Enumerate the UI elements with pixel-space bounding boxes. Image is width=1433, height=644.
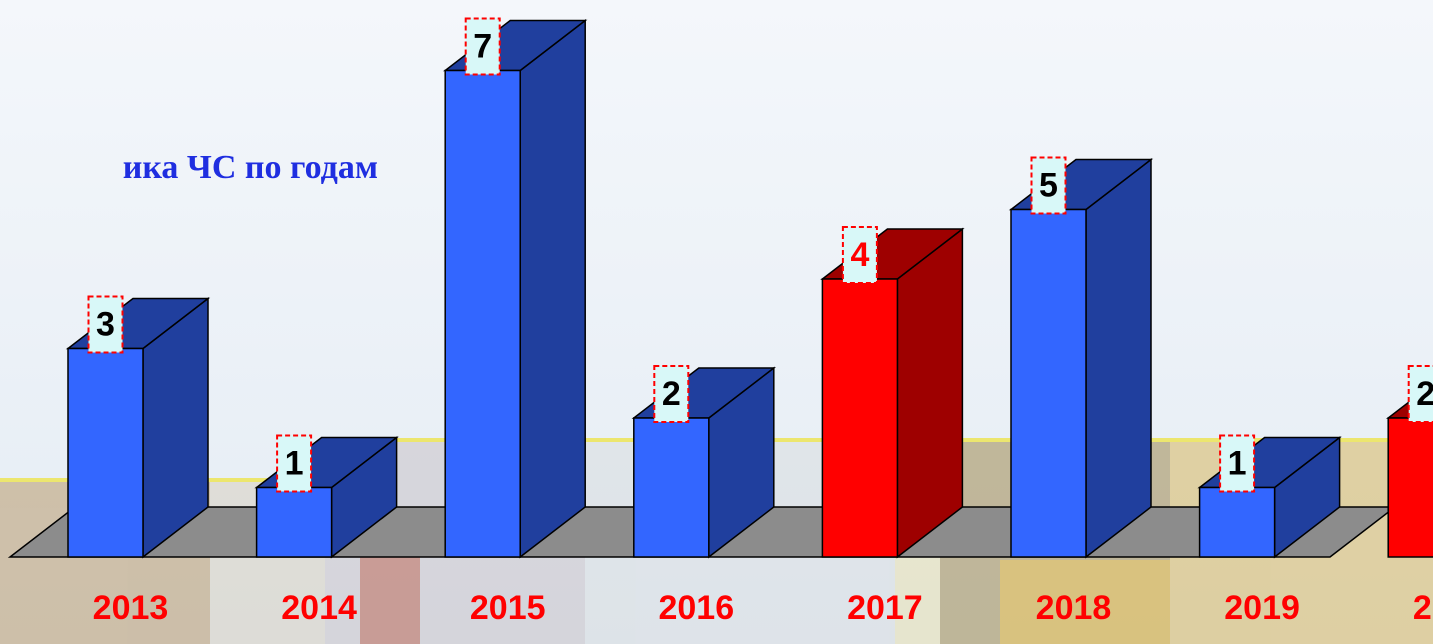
bar	[1200, 488, 1275, 558]
x-tick-label: 2015	[470, 589, 546, 627]
value-label: 7	[473, 27, 492, 65]
x-tick-label: 2019	[1224, 589, 1300, 627]
value-label: 1	[285, 444, 304, 482]
bar	[822, 279, 897, 557]
x-tick-label: 2020	[1413, 589, 1433, 627]
value-label: 4	[850, 236, 869, 274]
x-tick-label: 2017	[847, 589, 923, 627]
x-tick-label: 2016	[658, 589, 734, 627]
value-label: 2	[1416, 375, 1433, 413]
chart: ика ЧС по годам 3 2013 1 2014 7 2015 2 2016 4 201…	[0, 0, 1433, 644]
bar-side	[1086, 160, 1151, 558]
bar-side	[520, 21, 585, 558]
x-tick-label: 2014	[281, 589, 357, 627]
chart-title: ика ЧС по годам	[123, 149, 378, 186]
value-label: 3	[96, 305, 115, 343]
bar	[1388, 418, 1433, 557]
x-tick-label: 2013	[93, 589, 169, 627]
x-tick-label: 2018	[1036, 589, 1112, 627]
bar	[634, 418, 709, 557]
bar	[1011, 210, 1086, 558]
bar	[445, 71, 520, 558]
value-label: 5	[1039, 166, 1058, 204]
bar	[68, 349, 143, 558]
bar-side	[897, 229, 962, 557]
value-label: 2	[662, 375, 681, 413]
bar	[257, 488, 332, 558]
value-label: 1	[1228, 444, 1247, 482]
